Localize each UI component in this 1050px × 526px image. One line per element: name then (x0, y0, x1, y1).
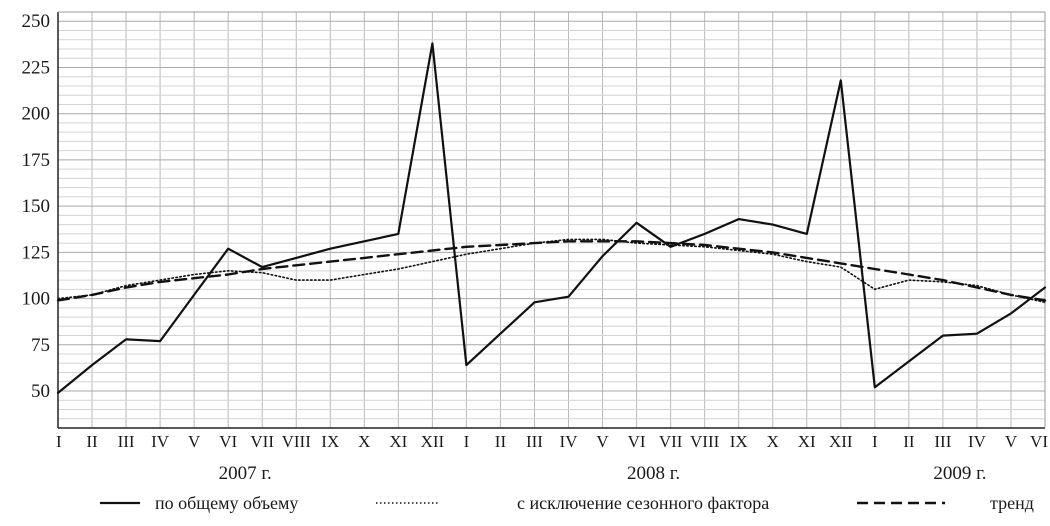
x-tick-label: II (495, 432, 507, 451)
x-tick-label: XI (798, 432, 816, 451)
x-tick-label: III (934, 432, 951, 451)
y-tick-label: 250 (22, 11, 51, 32)
x-tick-label: IX (730, 432, 748, 451)
x-tick-label: X (358, 432, 370, 451)
year-label: 2008 г. (627, 463, 680, 484)
x-tick-label: IX (321, 432, 339, 451)
x-tick-label: I (464, 432, 470, 451)
legend-label: по общему объему (155, 493, 298, 513)
legend: по общему объему с исключение сезонного ф… (100, 493, 1034, 513)
legend-label: с исключение сезонного фактора (517, 493, 769, 513)
x-tick-label: XI (389, 432, 407, 451)
year-label: 2009 г. (933, 463, 986, 484)
legend-label: тренд (990, 493, 1034, 513)
x-tick-label: VIII (690, 432, 720, 451)
x-tick-label: XII (829, 432, 853, 451)
series-layer (56, 42, 1047, 394)
x-tick-label: IV (968, 432, 987, 451)
x-tick-label: VIII (282, 432, 312, 451)
x-tick-label: I (56, 432, 62, 451)
y-tick-label: 225 (22, 57, 51, 78)
grid-layer (57, 12, 1046, 428)
x-tick-label: VI (1030, 432, 1048, 451)
x-tick-label: X (767, 432, 779, 451)
x-tick-label: II (86, 432, 98, 451)
year-label: 2007 г. (219, 463, 272, 484)
series-line-dashed (56, 240, 1047, 302)
x-tick-label: III (526, 432, 543, 451)
x-tick-label: I (872, 432, 878, 451)
x-tick-label: VI (219, 432, 237, 451)
series-line-solid (56, 42, 1047, 394)
y-tick-label: 175 (22, 150, 51, 171)
x-tick-label: IV (560, 432, 579, 451)
x-tick-label: XII (421, 432, 445, 451)
y-tick-label: 75 (31, 335, 50, 356)
x-tick-label: VII (250, 432, 274, 451)
y-tick-label: 50 (31, 381, 50, 402)
x-tick-label: II (903, 432, 915, 451)
x-tick-label: V (1005, 432, 1018, 451)
x-tick-label: VII (659, 432, 683, 451)
x-tick-label: V (596, 432, 609, 451)
y-tick-label: 125 (22, 242, 51, 263)
x-tick-label: V (188, 432, 201, 451)
x-tick-label: IV (151, 432, 170, 451)
y-tick-label: 100 (22, 289, 51, 310)
x-tick-label: III (118, 432, 135, 451)
y-tick-label: 200 (22, 104, 51, 125)
y-tick-label: 150 (22, 196, 51, 217)
axis-layer (57, 11, 1046, 429)
x-tick-label: VI (628, 432, 646, 451)
